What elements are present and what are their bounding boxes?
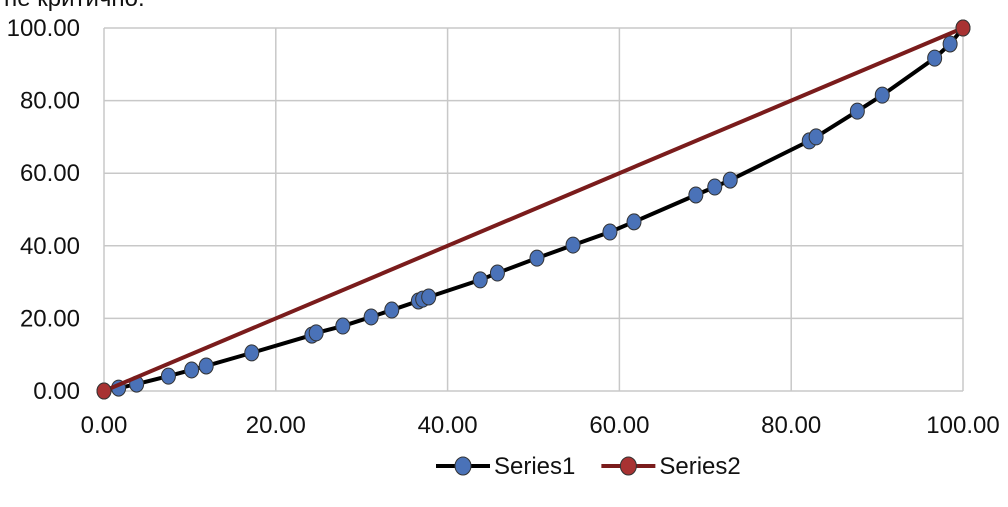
x-tick-label: 20.00 xyxy=(246,412,306,439)
note-text: не критично. xyxy=(4,0,145,12)
data-point xyxy=(874,86,890,104)
data-point xyxy=(489,264,505,282)
y-tick-label: 100.00 xyxy=(7,15,80,42)
y-tick-label: 0.00 xyxy=(33,378,80,405)
x-tick-label: 0.00 xyxy=(81,412,128,439)
legend-marker xyxy=(454,456,472,476)
data-point xyxy=(565,236,581,254)
x-tick-label: 40.00 xyxy=(418,412,478,439)
legend-label: Series1 xyxy=(494,453,575,480)
data-point xyxy=(626,213,642,231)
data-point xyxy=(529,249,545,267)
data-point xyxy=(160,367,176,385)
data-point xyxy=(602,223,618,241)
y-tick-label: 60.00 xyxy=(20,160,80,187)
data-point xyxy=(363,308,379,326)
data-point xyxy=(335,317,351,335)
data-point xyxy=(384,301,400,319)
data-point xyxy=(688,186,704,204)
data-point xyxy=(184,361,200,379)
data-point xyxy=(421,288,437,306)
data-point xyxy=(198,357,214,375)
data-point xyxy=(96,382,112,400)
y-tick-label: 20.00 xyxy=(20,305,80,332)
x-tick-label: 80.00 xyxy=(761,412,821,439)
y-tick-label: 40.00 xyxy=(20,233,80,260)
legend-marker xyxy=(619,456,637,476)
series-line xyxy=(103,26,964,393)
x-tick-label: 60.00 xyxy=(589,412,649,439)
x-tick-label: 100.00 xyxy=(926,412,999,439)
data-point xyxy=(955,19,971,37)
data-point xyxy=(707,178,723,196)
data-point xyxy=(849,102,865,120)
data-point xyxy=(472,271,488,289)
y-tick-label: 80.00 xyxy=(20,88,80,115)
data-point xyxy=(808,128,824,146)
data-point xyxy=(927,49,943,67)
data-point xyxy=(244,344,260,362)
legend-label: Series2 xyxy=(659,453,740,480)
data-point xyxy=(942,35,958,53)
data-point xyxy=(308,324,324,342)
data-point xyxy=(722,171,738,189)
